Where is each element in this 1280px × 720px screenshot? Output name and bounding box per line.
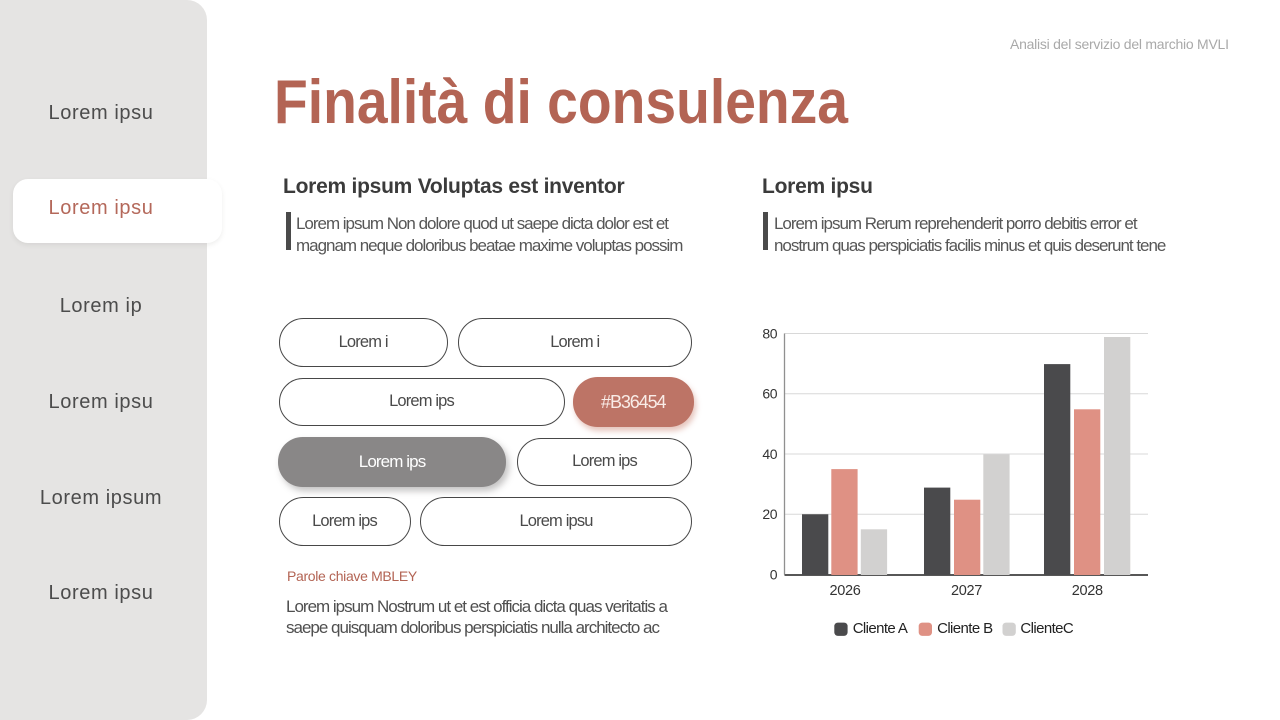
- svg-text:80: 80: [762, 325, 777, 341]
- svg-text:2027: 2027: [951, 583, 982, 599]
- svg-text:ClienteC: ClienteC: [1020, 620, 1073, 637]
- svg-text:Cliente B: Cliente B: [937, 620, 993, 637]
- svg-text:40: 40: [762, 445, 777, 461]
- svg-text:60: 60: [762, 385, 777, 401]
- svg-text:2026: 2026: [829, 583, 860, 599]
- svg-text:20: 20: [762, 506, 777, 522]
- svg-text:2028: 2028: [1072, 583, 1103, 599]
- svg-text:0: 0: [770, 566, 778, 582]
- svg-text:Cliente A: Cliente A: [853, 620, 908, 637]
